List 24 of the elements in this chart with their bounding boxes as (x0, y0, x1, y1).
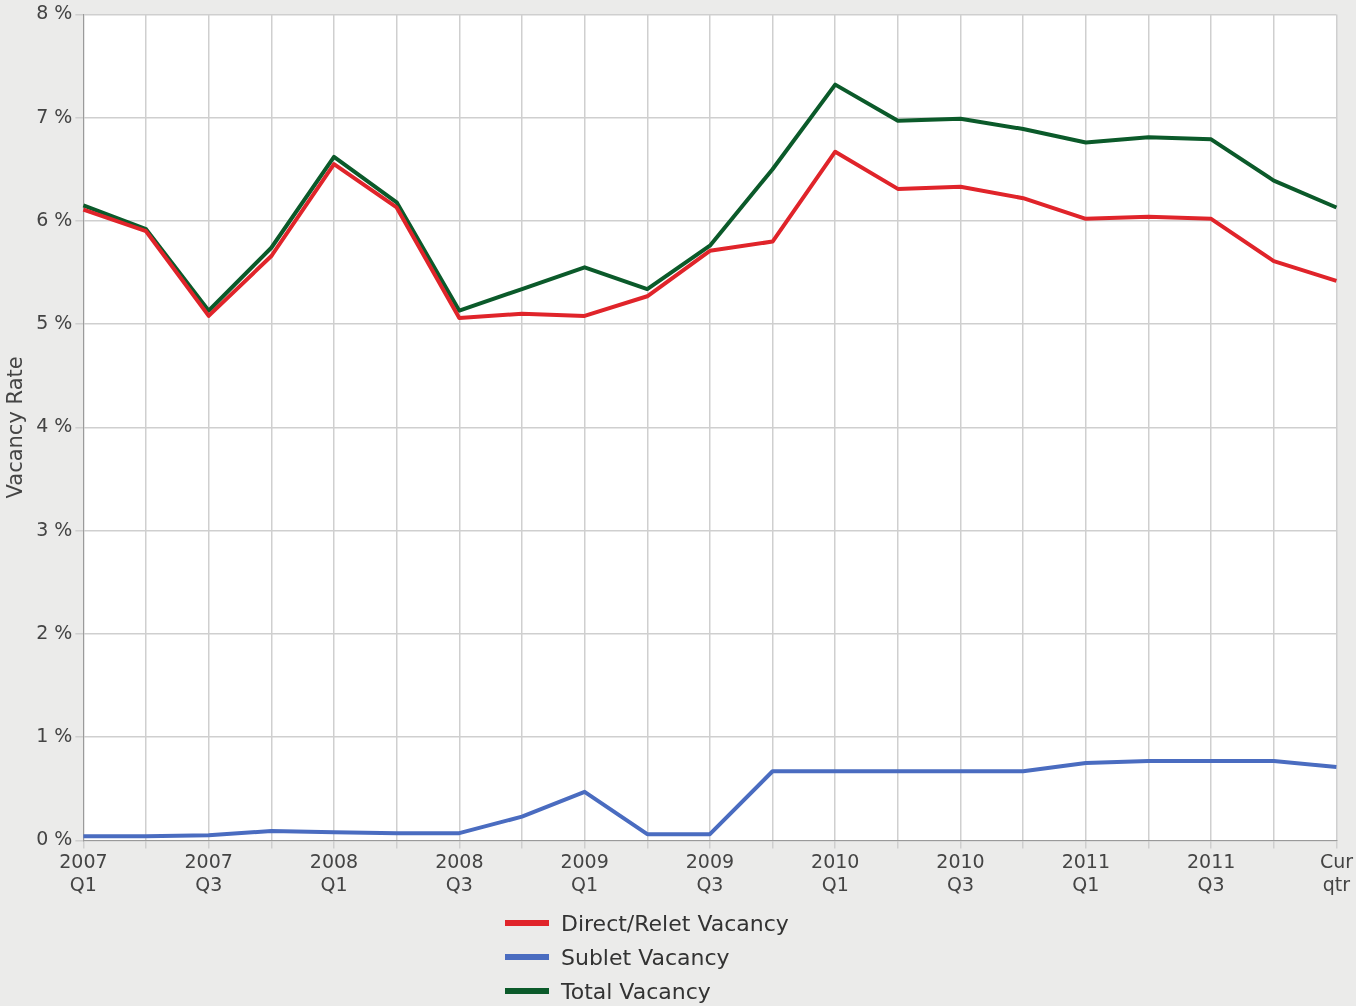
y-tick-label: 0 % (36, 827, 73, 850)
x-tick-label: 2007 Q3 (184, 849, 233, 895)
y-tick-label: 8 % (36, 1, 73, 24)
x-tick-label: 2011 Q3 (1186, 849, 1236, 895)
x-tick-label: 2009 Q1 (560, 849, 609, 895)
y-tick-label: 2 % (36, 620, 73, 643)
y-tick-label: 4 % (36, 414, 73, 437)
legend-label: Sublet Vacancy (561, 944, 730, 970)
y-tick-label: 1 % (36, 724, 73, 747)
y-tick-label: 7 % (36, 104, 73, 127)
x-tick-label: 2010 Q3 (936, 849, 985, 895)
y-tick-label: 3 % (36, 517, 73, 540)
x-tick-label: 2007 Q1 (59, 849, 108, 895)
y-tick-label: 6 % (36, 207, 73, 230)
x-tick-label: 2008 Q3 (435, 849, 484, 895)
y-tick-label: 5 % (36, 311, 73, 334)
x-tick-label: 2009 Q3 (685, 849, 735, 895)
x-tick-label: 2011 Q1 (1061, 849, 1111, 895)
x-tick-label: 2010 Q1 (811, 849, 860, 895)
x-tick-label: Cur qtr (1319, 849, 1354, 895)
y-axis-title: Vacancy Rate (3, 356, 28, 499)
legend-label: Total Vacancy (561, 978, 711, 1004)
x-tick-label: 2008 Q1 (309, 849, 359, 895)
legend-label: Direct/Relet Vacancy (561, 910, 789, 936)
